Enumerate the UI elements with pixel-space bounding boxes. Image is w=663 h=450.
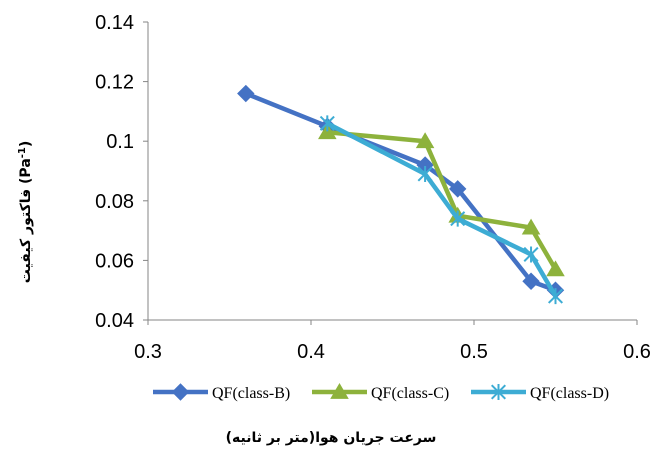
- x-tick-label: 0.3: [134, 341, 162, 363]
- series-line: [244, 91, 557, 293]
- legend-label: QF(class-D): [530, 385, 609, 402]
- y-axis-label: فاکتور کیفیت (Pa-1): [17, 141, 35, 284]
- legend-item: QF(class-D): [471, 384, 609, 402]
- data-point: [319, 115, 335, 132]
- legend-item: QF(class-C): [312, 383, 449, 402]
- y-tick-label: 0.08: [95, 191, 134, 213]
- chart-legend: QF(class-B) QF(class-C) QF(class-D): [153, 383, 609, 402]
- y-tick-label: 0.04: [95, 310, 134, 332]
- data-point: [521, 218, 541, 235]
- x-tick-label: 0.5: [460, 341, 488, 363]
- legend-marker: [171, 383, 190, 401]
- data-point: [450, 210, 466, 227]
- legend-label: QF(class-C): [371, 385, 449, 402]
- data-point: [318, 123, 337, 140]
- chart-axes: 0.04 0.06 0.08 0.1 0.12 0.14 0.3 0.4 0.5 0.6: [95, 12, 651, 363]
- data-point: [448, 180, 467, 198]
- legend-item: QF(class-B): [153, 383, 290, 402]
- series-1: [237, 84, 565, 299]
- legend-marker: [330, 383, 349, 399]
- legend-marker: [490, 384, 507, 400]
- data-point: [523, 246, 539, 263]
- chart-series-layer: [237, 84, 565, 305]
- y-tick-label: 0.1: [106, 131, 134, 153]
- data-point: [417, 165, 433, 182]
- legend-label: QF(class-B): [212, 385, 290, 402]
- data-point: [546, 260, 565, 277]
- y-tick-label: 0.06: [95, 250, 134, 272]
- x-axis-label: سرعت جریان هوا(متر بر ثانیه): [226, 430, 437, 446]
- data-point: [547, 288, 564, 305]
- x-tick-label: 0.4: [297, 341, 325, 363]
- y-tick-label: 0.12: [95, 72, 134, 94]
- x-tick-label: 0.6: [623, 341, 651, 363]
- data-point: [237, 84, 255, 103]
- y-tick-label: 0.14: [95, 12, 134, 34]
- data-point: [522, 272, 540, 290]
- series-3: [319, 115, 564, 305]
- data-point: [415, 132, 435, 149]
